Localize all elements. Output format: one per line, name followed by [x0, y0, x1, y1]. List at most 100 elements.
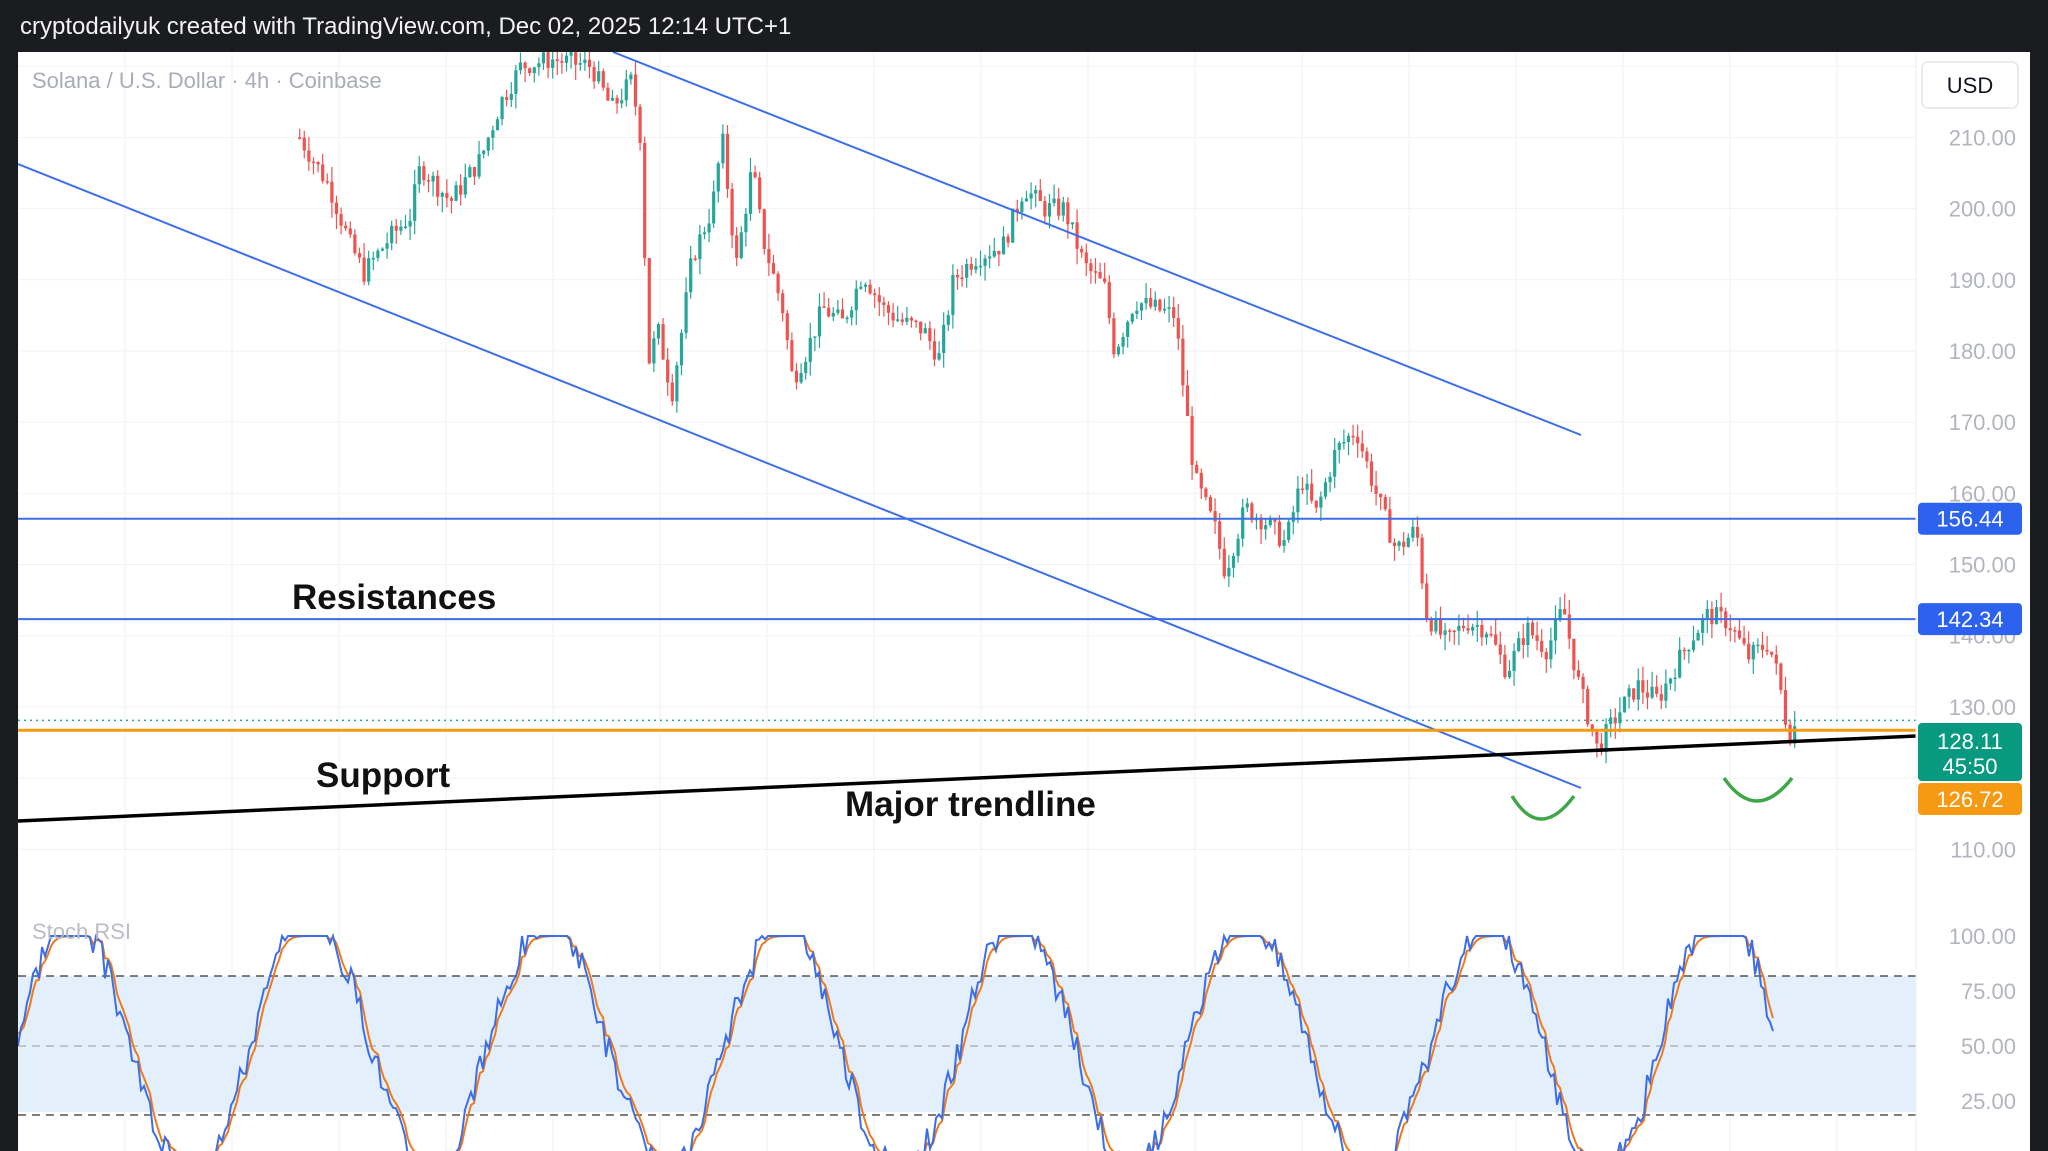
- candle-body: [1406, 537, 1410, 547]
- stoch-rsi-tick-label: 25.00: [1961, 1089, 2016, 1114]
- candle-body: [1011, 208, 1015, 243]
- major-trendline[interactable]: [18, 734, 1917, 823]
- candle-body: [633, 74, 638, 107]
- candle-body: [1047, 203, 1052, 217]
- candle-body: [1526, 622, 1530, 645]
- candle-body: [1135, 310, 1139, 314]
- double-bottom-marker-left: [1510, 794, 1576, 821]
- candle-body: [1190, 416, 1194, 465]
- support-label: Support: [316, 756, 450, 795]
- chart-area[interactable]: Resistances Support Major trendline Stoc…: [18, 52, 2030, 1151]
- candle-body: [1006, 236, 1010, 243]
- candle-body: [1374, 485, 1378, 494]
- candle-body: [1034, 190, 1038, 194]
- candle-body: [739, 232, 743, 258]
- candle-body: [1153, 299, 1157, 307]
- candle-body: [523, 62, 527, 69]
- candle-body: [1747, 643, 1751, 660]
- candle-body: [560, 61, 564, 63]
- candle-body: [1098, 272, 1102, 279]
- candle-body: [417, 166, 421, 185]
- candle-body: [1411, 526, 1415, 538]
- candle-body: [955, 275, 960, 278]
- candle-body: [1158, 299, 1162, 311]
- stoch-rsi-lines: [18, 932, 1774, 1151]
- candle-body: [1443, 630, 1447, 635]
- candle-body: [1218, 521, 1222, 549]
- candle-body: [518, 62, 523, 71]
- candle-body: [371, 257, 375, 260]
- candle-body: [344, 225, 348, 229]
- candle-body: [436, 175, 440, 197]
- candle-body: [1116, 346, 1121, 355]
- candle-body: [1641, 680, 1645, 693]
- candle-body: [1425, 583, 1429, 620]
- candle-body: [311, 161, 316, 164]
- candle-body: [647, 258, 651, 364]
- candle-body: [1149, 297, 1153, 307]
- candle-body: [1250, 503, 1254, 521]
- price-badge-156: 156.44: [1918, 502, 2022, 535]
- candle-body: [1567, 614, 1571, 639]
- candle-body: [1627, 688, 1631, 697]
- candle-body: [1172, 307, 1176, 319]
- candle-body: [1484, 633, 1489, 638]
- candle-body: [1540, 640, 1544, 652]
- candle-body: [624, 79, 628, 101]
- candle-body: [1420, 537, 1424, 584]
- grid-lines: [18, 52, 1916, 1151]
- candle-body: [1162, 308, 1167, 311]
- candle-body: [946, 315, 950, 325]
- candle-body: [670, 382, 674, 402]
- candle-body: [794, 370, 799, 383]
- candle-body: [1687, 649, 1691, 652]
- candle-body: [1438, 617, 1443, 635]
- price-chart[interactable]: Resistances Support Major trendline Stoc…: [18, 52, 2030, 1151]
- candle-body: [1204, 488, 1208, 498]
- candle-body: [1176, 318, 1180, 339]
- stoch-rsi-axis-ticks: 100.00 75.00 50.00 25.00: [1949, 924, 2016, 1114]
- candle-body: [661, 324, 665, 360]
- candle-body: [1659, 693, 1663, 701]
- candle-body: [1751, 644, 1755, 660]
- candle-body: [1369, 461, 1374, 486]
- candle-body: [1195, 464, 1199, 473]
- candle-body: [896, 319, 900, 321]
- candle-body: [868, 284, 872, 294]
- candle-body: [716, 163, 720, 192]
- currency-button[interactable]: [1921, 61, 2019, 109]
- candle-body: [1231, 555, 1236, 568]
- candle-body: [850, 310, 854, 318]
- price-tick-label: 130.00: [1949, 695, 2016, 720]
- candle-body: [1314, 500, 1318, 508]
- candle-body: [1259, 517, 1263, 530]
- candle-body: [1521, 638, 1525, 645]
- price-tick-label: 190.00: [1949, 268, 2016, 293]
- channel-lower-line[interactable]: [18, 163, 1582, 789]
- candle-body: [546, 52, 550, 68]
- candle-body: [1664, 683, 1668, 701]
- candle-body: [1379, 493, 1383, 498]
- candle-body: [845, 317, 849, 320]
- candle-body: [376, 250, 380, 258]
- candle-body: [592, 67, 596, 82]
- candle-body: [1287, 521, 1291, 540]
- candle-body: [1089, 263, 1093, 272]
- candle-body: [1222, 548, 1226, 577]
- candle-body: [449, 198, 454, 201]
- support-price-text: 126.72: [1936, 787, 2003, 812]
- candle-body: [638, 106, 642, 143]
- candle-body: [1604, 724, 1608, 753]
- candle-body: [1668, 678, 1673, 684]
- candle-body: [1080, 248, 1084, 253]
- candle-body: [1139, 303, 1144, 311]
- price-tick-label: 150.00: [1949, 553, 2016, 578]
- candle-body: [353, 234, 357, 254]
- candle-body: [1714, 607, 1719, 625]
- channel-upper-line[interactable]: [612, 52, 1582, 436]
- candle-body: [583, 59, 587, 64]
- candle-body: [1328, 476, 1332, 483]
- candle-body: [1756, 644, 1760, 647]
- candle-body: [1070, 222, 1075, 225]
- candle-body: [1296, 488, 1300, 513]
